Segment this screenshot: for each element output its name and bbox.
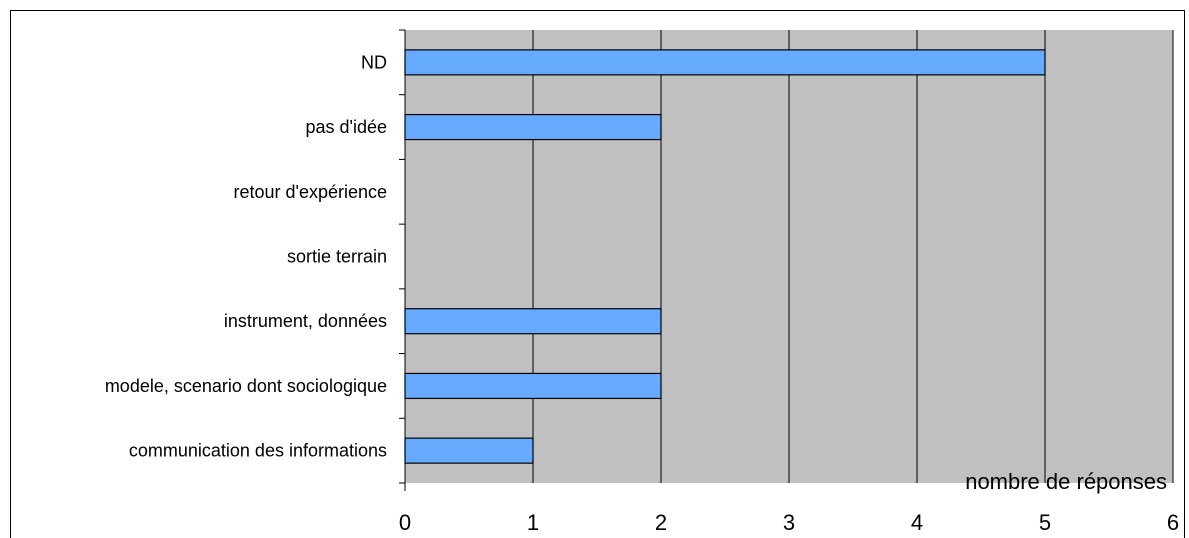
y-axis (399, 29, 406, 491)
x-tick-label: 4 (911, 510, 923, 535)
bar (404, 437, 534, 464)
chart-frame (10, 10, 1185, 538)
bar (404, 49, 1046, 76)
x-tick-label: 3 (783, 510, 795, 535)
x-axis-ticks: 0 1 2 3 4 5 6 (399, 510, 1179, 535)
category-label: communication des informations (129, 441, 387, 461)
category-label: sortie terrain (287, 247, 387, 267)
category-label: ND (361, 52, 387, 72)
bar (404, 372, 662, 400)
bar (404, 308, 662, 335)
x-tick-label: 1 (527, 510, 539, 535)
category-labels: ND pas d'idée retour d'expérience sortie te… (105, 52, 387, 460)
category-label: modele, scenario dont sociologique (105, 376, 387, 396)
category-label: pas d'idée (305, 117, 387, 137)
x-axis-label: nombre de réponses (965, 469, 1167, 494)
bar (404, 113, 662, 141)
category-label: instrument, données (224, 311, 387, 331)
x-tick-label: 0 (399, 510, 411, 535)
x-tick-label: 6 (1167, 510, 1179, 535)
category-label: retour d'expérience (233, 182, 387, 202)
x-tick-label: 5 (1039, 510, 1051, 535)
x-tick-label: 2 (655, 510, 667, 535)
